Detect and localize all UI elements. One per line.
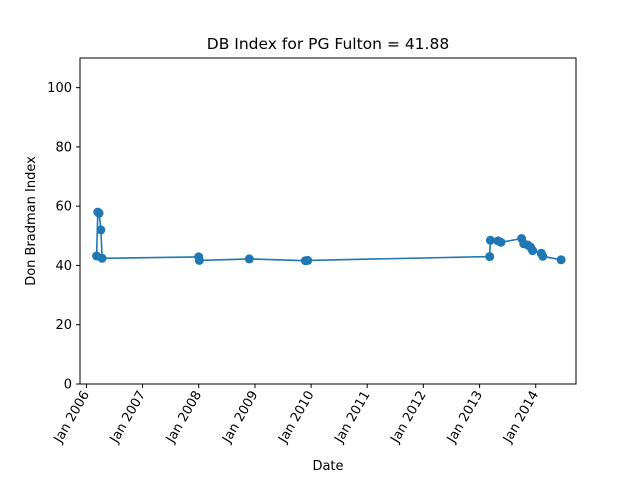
data-point [96, 225, 106, 235]
plot-area [92, 207, 566, 266]
chart-title: DB Index for PG Fulton = 41.88 [207, 35, 449, 53]
axes-frame [79, 57, 577, 385]
y-tick-label: 80 [55, 140, 72, 155]
data-point [97, 253, 107, 263]
data-point [496, 237, 506, 247]
data-point [94, 208, 104, 218]
y-tick-label: 60 [55, 200, 72, 215]
y-tick-label: 20 [55, 318, 72, 333]
y-axis-title: Don Bradman Index [24, 156, 39, 286]
data-point [556, 255, 566, 265]
data-point [303, 255, 313, 265]
data-point [538, 251, 548, 261]
y-tick-label: 100 [47, 81, 72, 96]
data-point [528, 246, 538, 256]
y-tick-label: 0 [64, 378, 72, 393]
x-axis-title: Date [312, 459, 343, 474]
data-point [485, 235, 495, 245]
data-point [244, 254, 254, 264]
data-point [194, 255, 204, 265]
y-tick-label: 40 [55, 259, 72, 274]
data-point [485, 252, 495, 262]
